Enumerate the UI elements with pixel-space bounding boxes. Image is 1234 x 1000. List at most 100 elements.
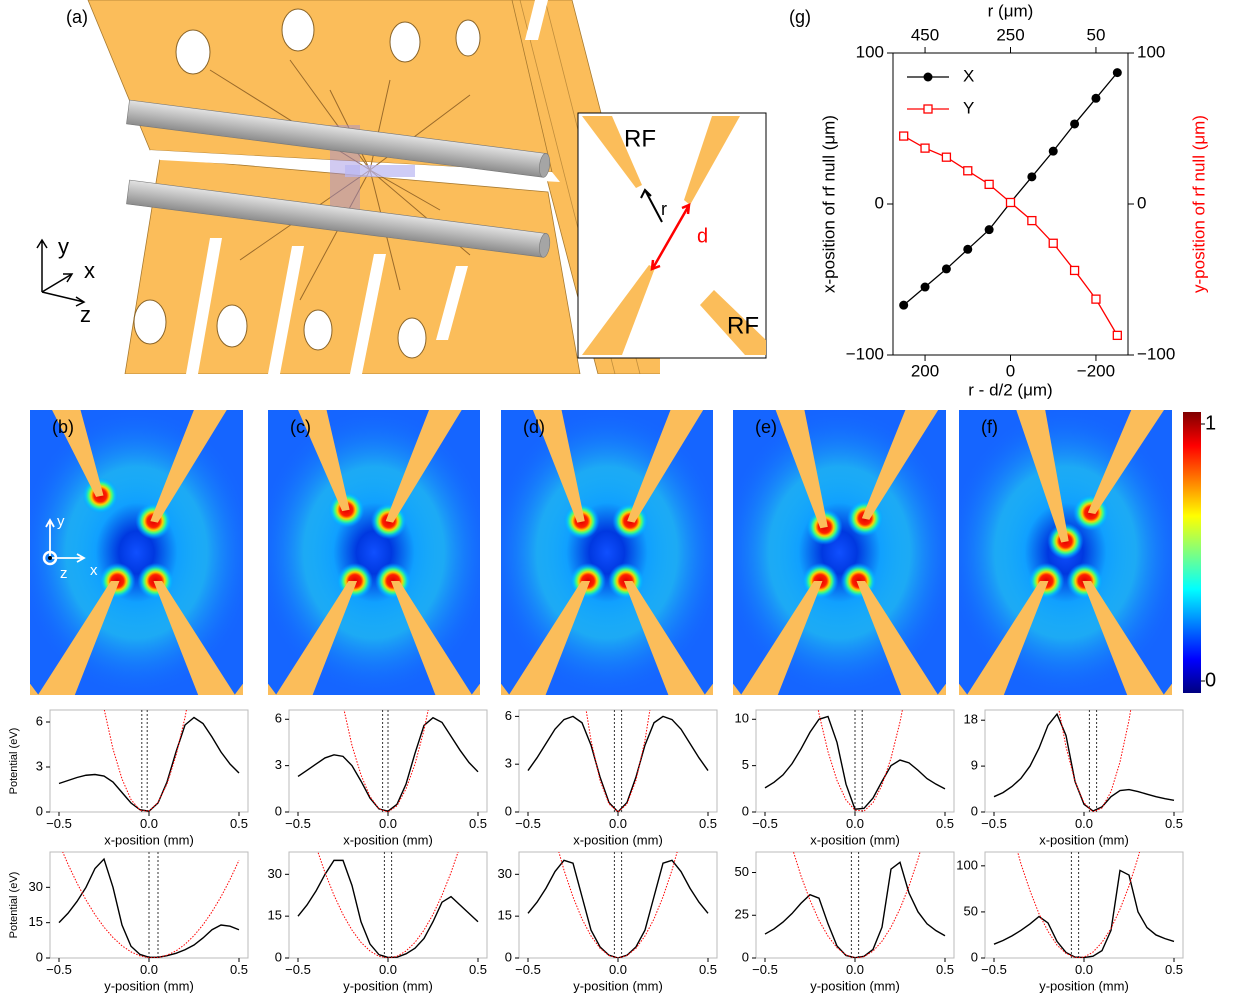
y-tick-label: 30 [268,866,282,881]
series-line [298,860,478,957]
y-tick-label: 0 [875,193,884,212]
series-line [528,860,708,958]
panel-label: (d) [523,417,545,437]
panel-label: (a) [66,7,88,27]
y-tick-label: 5 [742,757,749,772]
x-axis-label: y-position (mm) [104,978,194,993]
x-axis-label: y-position (mm) [343,978,433,993]
y-tick-label: 3 [505,756,512,771]
axis-label: z [80,302,91,327]
y-tick-label: 15 [268,908,282,923]
inset-label: RF [727,312,759,339]
panel-label: (g) [789,7,811,27]
x2-tick-label: 250 [996,25,1024,44]
y-tick-label: 0 [505,949,512,964]
y-tick-label: 0 [971,803,978,818]
panel-label: (e) [755,417,777,437]
point [964,167,972,175]
x-tick-label: −0.5 [981,816,1007,831]
panel-label: (b) [52,417,74,437]
point [985,225,994,234]
field-map: (d) [490,404,723,700]
field-halo [722,410,956,695]
x-tick-label: −0.5 [285,816,311,831]
point [921,144,929,152]
point [1049,147,1058,156]
x-tick-label: −0.5 [46,962,72,977]
x-tick-label: 0.5 [936,816,954,831]
plot-frame [50,710,248,812]
inset-label: RF [624,125,656,152]
y2-tick-label: 100 [1137,42,1165,61]
axis-label: y [57,513,65,530]
map-body [257,404,490,700]
x-tick-label: 0.0 [379,816,397,831]
series-line [765,862,945,957]
inset-label: r [661,199,667,219]
inset-label: d [697,225,708,247]
plot-frame [289,710,487,812]
legend-marker [924,73,933,82]
point [1027,172,1036,181]
hole [456,20,480,56]
y-tick-label: 15 [29,914,43,929]
x2-tick-label: 50 [1086,25,1105,44]
x-tick-label: 0.0 [609,816,627,831]
x-axis-label: x-position (mm) [1039,832,1129,847]
field-maps: (b) (c) (d) (e) (f) [19,404,1182,700]
x2-axis-label: r (μm) [988,1,1034,20]
y-tick-label: 9 [971,758,978,773]
field-map: (f) [948,404,1182,700]
x-tick-label: 0.5 [699,816,717,831]
plot-frame [519,710,717,812]
x-axis-label: y-position (mm) [810,978,900,993]
point [1049,239,1057,247]
y-tick-label: 3 [36,758,43,773]
x-tick-label: 0.0 [609,962,627,977]
x-tick-label: 0.0 [140,962,158,977]
figure: (a) y x z RF RF r d (b)(c)(d)(e)(f) yzx1… [0,0,1234,1000]
axis-label: z [60,565,68,582]
x-axis-label: x-position (mm) [573,832,663,847]
y-tick-label: 0 [505,803,512,818]
legend-label: Y [963,98,974,117]
y-tick-label: 0 [742,803,749,818]
axis-triad [48,556,52,560]
hole [282,9,314,51]
x2-tick-label: 450 [911,25,939,44]
x-tick-label: 0.5 [469,962,487,977]
axis-label: x [84,258,95,283]
point [942,264,951,273]
point [1113,68,1122,77]
x-tick-label: 0.0 [140,816,158,831]
x-tick-label: 0.5 [1165,816,1183,831]
colorbar [1183,412,1201,693]
colorbar-tick-label: 1 [1205,412,1216,434]
series-line [59,718,239,812]
field-halo [257,410,490,695]
y2-axis-label: y-position of rf null (μm) [1189,115,1208,293]
point [942,153,950,161]
point [1113,331,1121,339]
x-tick-label: −0.5 [285,962,311,977]
y-tick-label: 0 [36,949,43,964]
panel-label: (c) [290,417,311,437]
axis-label: x [90,562,98,579]
plot-frame [756,710,954,812]
field-halo [490,410,723,695]
y-tick-label: 10 [735,711,749,726]
x-tick-label: 0.5 [936,962,954,977]
map-body [722,404,956,700]
legend-label: X [963,66,974,85]
point [963,245,972,254]
x-tick-label: −0.5 [752,816,778,831]
y-tick-label: 50 [735,864,749,879]
y-axis-label: x-position of rf null (μm) [819,115,838,293]
x-axis-label: y-position (mm) [573,978,663,993]
x-tick-label: 0.5 [699,962,717,977]
y-tick-label: −100 [846,344,884,363]
x-axis-label: r - d/2 (μm) [968,380,1052,399]
y2-tick-label: 0 [1137,193,1146,212]
